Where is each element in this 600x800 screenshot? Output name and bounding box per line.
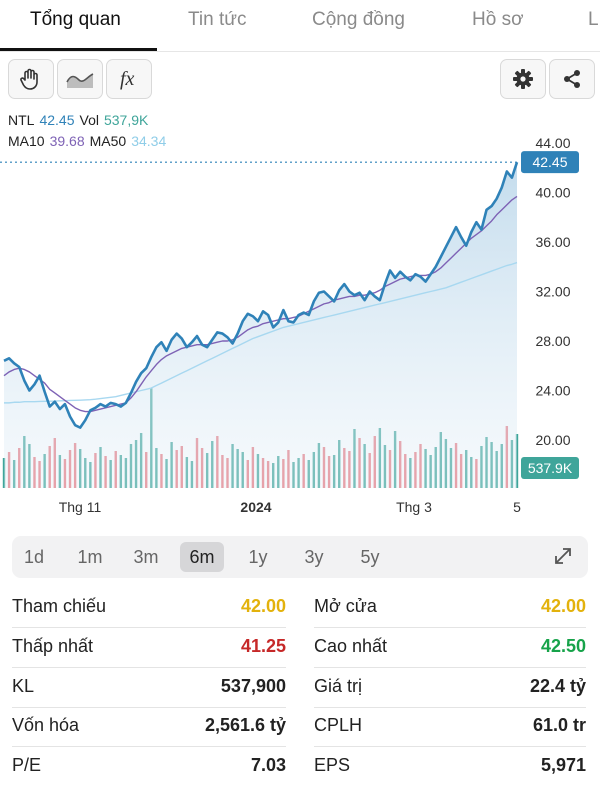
legend-ma10: 39.68: [49, 133, 85, 149]
x-tick-label: Thg 3: [396, 499, 432, 515]
stat-value: 61.0 tr: [532, 715, 586, 735]
stat-value: 5,971: [540, 755, 586, 775]
y-tick-label: 28.00: [535, 333, 570, 349]
y-tick-label: 44.00: [535, 135, 570, 151]
y-tick-label: 40.00: [535, 185, 570, 201]
stat-row: Cao nhất 42.50: [314, 628, 586, 668]
tab-ho-so[interactable]: Hồ sơ: [472, 9, 524, 30]
settings-button[interactable]: [500, 59, 546, 99]
legend-symbol: NTL: [8, 112, 35, 128]
stat-row: Giá trị 22.4 tỷ: [314, 668, 586, 708]
active-tab-indicator: [0, 48, 157, 51]
x-tick-label: 2024: [240, 499, 271, 515]
legend-vol-label: Vol: [79, 112, 99, 128]
x-tick-label: 5: [513, 499, 521, 515]
tab-cong-dong[interactable]: Cộng đồng: [312, 9, 405, 30]
stat-label: EPS: [314, 755, 351, 775]
stat-row: Thấp nhất 41.25: [12, 628, 286, 668]
stat-label: Thấp nhất: [12, 636, 94, 656]
stat-row: KL 537,900: [12, 668, 286, 708]
range-1d[interactable]: 1d: [23, 547, 45, 567]
stat-label: Tham chiếu: [12, 596, 107, 616]
stat-value: 7.03: [250, 755, 286, 775]
draw-tool-button[interactable]: [8, 59, 54, 99]
line-style-button[interactable]: [57, 59, 103, 99]
legend-ma50-label: MA50: [89, 133, 127, 149]
stat-value: 42.00: [540, 596, 586, 616]
share-icon: [564, 70, 580, 88]
stat-label: Vốn hóa: [12, 715, 80, 735]
y-tick-label: 20.00: [535, 432, 570, 448]
stat-value: 42.50: [540, 636, 586, 656]
stat-label: Cao nhất: [314, 636, 388, 656]
range-3y[interactable]: 3y: [304, 547, 324, 567]
svg-text:fx: fx: [120, 68, 135, 90]
range-selector: 1d 1m 3m 6m 1y 3y 5y: [12, 536, 588, 578]
legend-ma10-label: MA10: [8, 133, 45, 149]
legend-vol: 537,9K: [103, 112, 149, 128]
ma50-line: [4, 261, 518, 404]
range-1m[interactable]: 1m: [77, 547, 103, 567]
tab-more[interactable]: L: [588, 9, 599, 30]
y-tick-label: 24.00: [535, 383, 570, 399]
top-tab-bar: Tổng quan Tin tức Cộng đồng Hồ sơ L: [0, 0, 600, 52]
price-legend: NTL 42.45 Vol 537,9K: [8, 112, 153, 128]
stat-label: Mở cửa: [314, 596, 377, 616]
stat-row: Tham chiếu 42.00: [12, 588, 286, 628]
stat-label: P/E: [12, 755, 42, 775]
stat-value: 42.00: [240, 596, 286, 616]
range-6m[interactable]: 6m: [180, 542, 224, 572]
legend-price: 42.45: [39, 112, 75, 128]
expand-icon[interactable]: [552, 545, 574, 567]
gear-icon: [513, 69, 533, 89]
x-tick-label: Thg 11: [59, 499, 102, 515]
tab-tong-quan[interactable]: Tổng quan: [30, 9, 121, 30]
ma-legend: MA10 39.68 MA50 34.34: [8, 133, 171, 149]
price-line: [3, 161, 519, 429]
function-icon: fx: [120, 68, 135, 90]
stat-row: Vốn hóa 2,561.6 tỷ: [12, 707, 286, 747]
price-chart[interactable]: 42.45 44.00 40.00 36.00 32.00 28.00 24.00 20.00…: [0, 100, 600, 520]
hand-icon: [20, 68, 38, 90]
stat-label: CPLH: [314, 715, 363, 735]
last-price-label: 42.45: [532, 154, 567, 170]
legend-ma50: 34.34: [131, 133, 167, 149]
stat-label: Giá trị: [314, 676, 363, 696]
range-3m[interactable]: 3m: [133, 547, 159, 567]
stat-row: CPLH 61.0 tr: [314, 707, 586, 747]
tab-tin-tuc[interactable]: Tin tức: [188, 9, 247, 30]
range-5y[interactable]: 5y: [360, 547, 380, 567]
y-tick-label: 36.00: [535, 234, 570, 250]
stat-row: P/E 7.03: [12, 747, 286, 787]
stat-row: Mở cửa 42.00: [314, 588, 586, 628]
range-1y[interactable]: 1y: [248, 547, 268, 567]
line-style-icon: [66, 73, 94, 88]
share-button[interactable]: [549, 59, 595, 99]
last-volume-tag: [521, 457, 579, 479]
stat-value: 2,561.6 tỷ: [204, 715, 286, 735]
indicator-function-button[interactable]: fx: [106, 59, 152, 99]
stat-value: 22.4 tỷ: [529, 676, 586, 696]
last-price-tag: [521, 151, 579, 174]
stat-value: 537,900: [220, 676, 286, 696]
last-volume-label: 537.9K: [528, 460, 573, 476]
stat-row: EPS 5,971: [314, 747, 586, 787]
stat-value: 41.25: [240, 636, 286, 656]
y-tick-label: 32.00: [535, 284, 570, 300]
stat-label: KL: [12, 676, 35, 696]
